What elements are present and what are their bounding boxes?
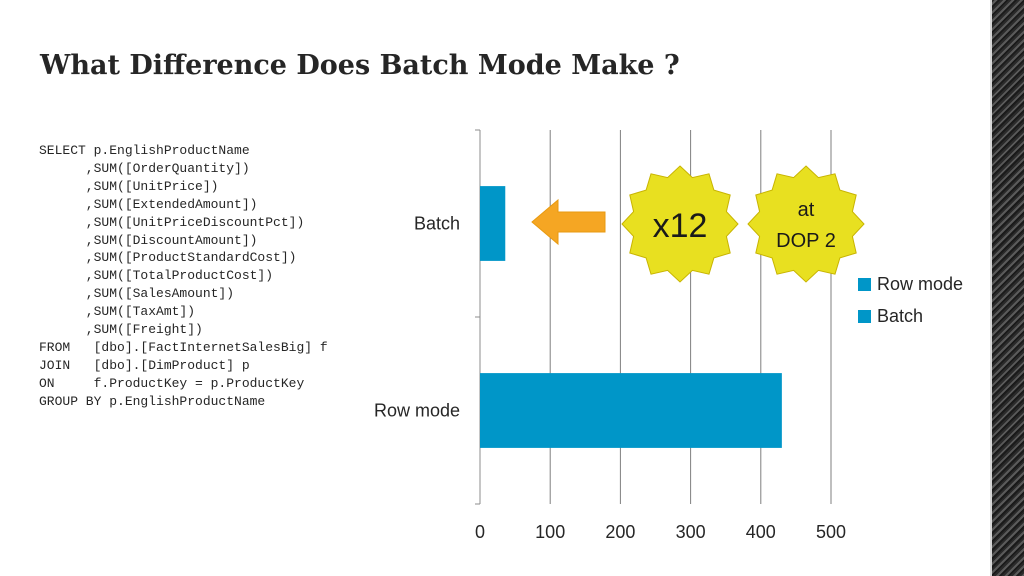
code-line: ,SUM([OrderQuantity]) bbox=[39, 160, 250, 176]
code-line: ,SUM([DiscountAmount]) bbox=[39, 232, 258, 248]
code-line: ,SUM([SalesAmount]) bbox=[39, 286, 235, 302]
bar-row-mode bbox=[480, 373, 782, 448]
category-label: Row mode bbox=[374, 401, 460, 421]
x-tick-label: 400 bbox=[746, 522, 776, 542]
dop-badge-icon bbox=[747, 165, 865, 283]
code-line: FROM [dbo].[FactInternetSalesBig] f bbox=[39, 339, 328, 355]
code-line: SELECT p.EnglishProductName bbox=[39, 143, 250, 158]
legend-label: Row mode bbox=[877, 274, 963, 294]
code-line: ,SUM([UnitPriceDiscountPct]) bbox=[39, 214, 305, 230]
sql-code-block: SELECT p.EnglishProductName ,SUM([OrderQ… bbox=[39, 142, 328, 411]
bar-batch bbox=[480, 186, 506, 261]
slide-title: What Difference Does Batch Mode Make ? bbox=[40, 50, 680, 81]
dop-label-line2: DOP 2 bbox=[776, 230, 836, 252]
bar-chart: 0 100 200 300 400 500 Row mode Batch x12 at DOP 2 R… bbox=[374, 129, 963, 542]
code-line: ,SUM([TotalProductCost]) bbox=[39, 268, 274, 284]
legend-swatch bbox=[858, 310, 871, 323]
x-tick-label: 200 bbox=[605, 522, 635, 542]
left-arrow-icon bbox=[531, 198, 606, 246]
legend-label: Batch bbox=[877, 306, 923, 326]
x-tick-label: 0 bbox=[475, 522, 485, 542]
x-tick-label: 300 bbox=[676, 522, 706, 542]
code-line: ,SUM([Freight]) bbox=[39, 322, 203, 338]
dop-label-line1: at bbox=[798, 199, 815, 221]
code-line: ,SUM([UnitPrice]) bbox=[39, 178, 219, 194]
legend-swatch bbox=[858, 278, 871, 291]
code-line: ON f.ProductKey = p.ProductKey bbox=[39, 375, 305, 391]
code-line: GROUP BY p.EnglishProductName bbox=[39, 393, 266, 409]
speedup-badge-icon bbox=[621, 165, 739, 283]
decorative-edge-strip bbox=[990, 0, 1024, 576]
code-line: ,SUM([ProductStandardCost]) bbox=[39, 250, 297, 266]
code-line: ,SUM([ExtendedAmount]) bbox=[39, 196, 258, 212]
speedup-label: x12 bbox=[653, 207, 708, 245]
x-tick-label: 500 bbox=[816, 522, 846, 542]
code-line: ,SUM([TaxAmt]) bbox=[39, 304, 196, 320]
category-label: Batch bbox=[414, 214, 460, 234]
code-line: JOIN [dbo].[DimProduct] p bbox=[39, 357, 250, 373]
x-tick-label: 100 bbox=[535, 522, 565, 542]
